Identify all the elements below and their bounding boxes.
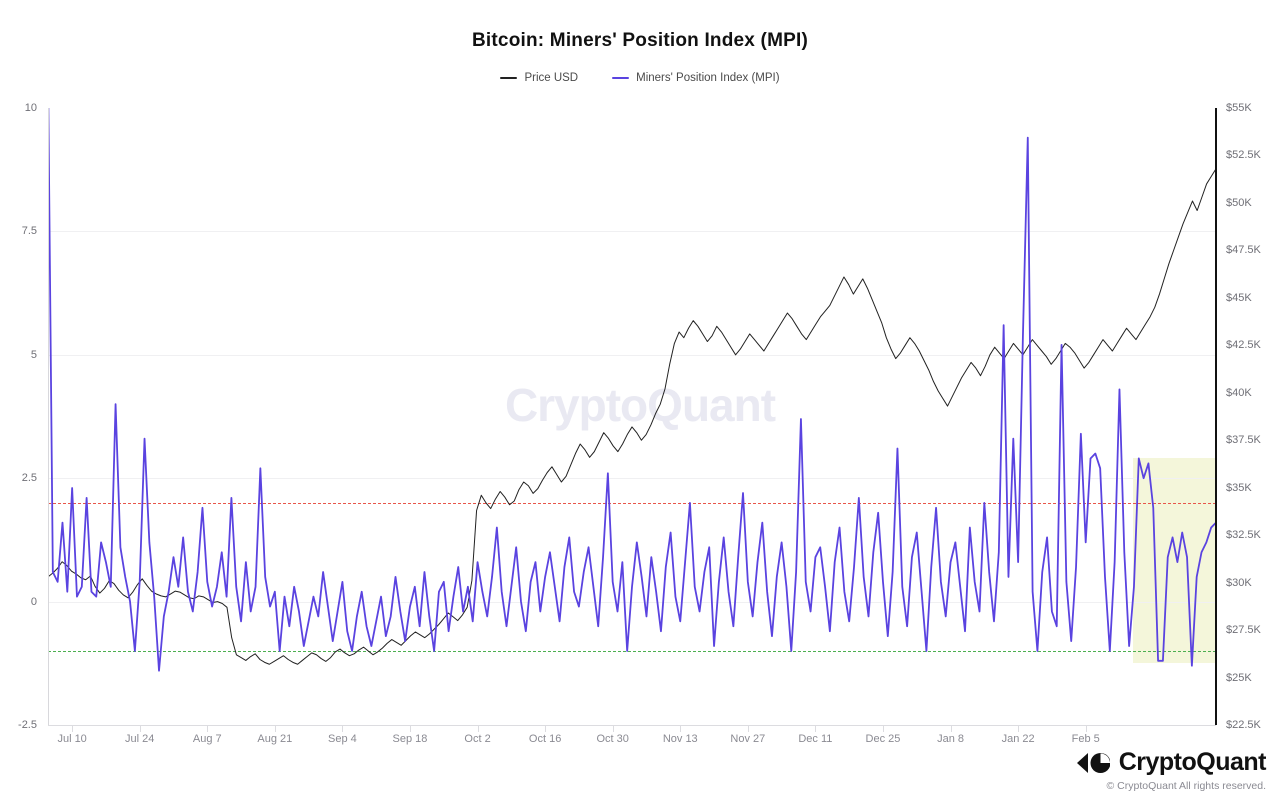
brand-name: CryptoQuant (1118, 748, 1267, 776)
y-axis-right-tick-label: $27.5K (1226, 624, 1261, 637)
legend-label-price: Price USD (524, 72, 579, 84)
recent-period-highlight (1133, 458, 1216, 664)
x-axis-tick-mark (545, 725, 547, 732)
x-axis-tick-mark (409, 725, 411, 732)
x-axis-tick-mark (612, 725, 614, 732)
y-axis-left-tick-label: 10 (24, 102, 37, 114)
gridline (48, 231, 1216, 233)
x-axis-tick-label: Oct 2 (464, 733, 491, 745)
y-axis-right-tick-label: $25K (1226, 671, 1252, 684)
x-axis-tick-label: Oct 16 (528, 733, 562, 745)
x-axis-tick-label: Jan 8 (937, 733, 964, 745)
x-axis-tick-label: Aug 7 (192, 733, 222, 745)
x-axis-tick-mark (815, 725, 817, 732)
chart-legend: Price USD Miners' Position Index (MPI) (0, 72, 1280, 84)
x-axis-tick-label: Feb 5 (1071, 733, 1100, 745)
x-axis-tick-label: Dec 11 (798, 733, 833, 745)
buy-threshold (48, 650, 1216, 652)
x-axis-tick-mark (139, 725, 141, 732)
y-axis-right-tick-label: $32.5K (1226, 529, 1261, 542)
right-axis-line (1215, 108, 1217, 725)
y-axis-right-tick-label: $22.5K (1226, 719, 1261, 731)
page-title: Bitcoin: Miners' Position Index (MPI) (472, 30, 808, 51)
y-axis-left-tick-label: 7.5 (21, 225, 37, 238)
y-axis-left-tick-label: 0 (30, 595, 37, 608)
y-axis-right-tick-label: $40K (1226, 386, 1252, 399)
y-axis-right-tick-label: $37.5K (1226, 434, 1261, 447)
x-axis-tick-label: Sep 4 (328, 733, 357, 745)
legend-item-price[interactable]: Price USD (500, 72, 578, 84)
x-axis-tick-mark (477, 725, 479, 732)
x-axis-tick-label: Dec 25 (865, 733, 901, 745)
y-axis-left-tick-label: -2.5 (18, 719, 37, 731)
series-container (48, 108, 1216, 725)
x-axis-tick-label: Jul 10 (57, 733, 87, 745)
gridline (48, 354, 1216, 356)
y-axis-right-tick-label: $52.5K (1226, 149, 1261, 162)
x-axis-tick-label: Jan 22 (1001, 733, 1035, 745)
brand: CryptoQuant (1076, 748, 1267, 777)
y-axis-right-tick-label: $47.5K (1226, 244, 1261, 257)
plot-inner (48, 108, 1216, 725)
cryptoquant-logo-icon (1076, 752, 1110, 773)
y-axis-left-tick-label: 5 (30, 348, 37, 361)
x-axis-tick-mark (72, 725, 74, 732)
plot-area (48, 108, 1216, 725)
gridline (48, 478, 1216, 480)
x-axis-tick-mark (342, 725, 344, 732)
left-axis-line (48, 108, 49, 725)
y-axis-right-tick-label: $30K (1226, 576, 1252, 589)
series-line-mpi (48, 108, 1216, 671)
x-axis-tick-mark (680, 725, 682, 732)
x-axis-tick-mark (950, 725, 952, 732)
x-axis-tick-label: Sep 18 (392, 733, 428, 745)
legend-swatch-price (500, 77, 518, 79)
y-axis-right-tick-label: $42.5K (1226, 339, 1261, 352)
x-axis-tick-label: Nov 27 (730, 733, 766, 745)
y-axis-right-tick-label: $35K (1226, 481, 1252, 494)
x-axis-tick-label: Jul 24 (125, 733, 155, 745)
x-axis-tick-mark (1018, 725, 1020, 732)
y-axis-right-tick-label: $45K (1226, 291, 1252, 304)
y-axis-right-tick-label: $50K (1226, 196, 1252, 209)
legend-item-mpi[interactable]: Miners' Position Index (MPI) (612, 72, 780, 84)
gridline (48, 601, 1216, 603)
x-axis-tick-mark (274, 725, 276, 732)
x-axis-tick-label: Nov 13 (662, 733, 698, 745)
x-axis-tick-mark (1085, 725, 1087, 732)
legend-label-mpi: Miners' Position Index (MPI) (636, 72, 780, 84)
y-axis-left-tick-label: 2.5 (21, 472, 37, 485)
y-axis-right-tick-label: $55K (1226, 102, 1252, 114)
x-axis-tick-mark (882, 725, 884, 732)
x-axis-tick-label: Oct 30 (596, 733, 629, 745)
series-line-price (48, 169, 1216, 665)
x-axis-tick-mark (207, 725, 209, 732)
footer: CryptoQuant © CryptoQuant All rights res… (1076, 748, 1267, 792)
copyright-text: © CryptoQuant All rights reserved. (1106, 780, 1266, 792)
sell-threshold (48, 502, 1216, 504)
x-axis-tick-mark (747, 725, 749, 732)
x-axis-tick-label: Aug 21 (257, 733, 293, 745)
legend-swatch-mpi (612, 77, 630, 79)
bottom-axis-line (48, 725, 1216, 726)
